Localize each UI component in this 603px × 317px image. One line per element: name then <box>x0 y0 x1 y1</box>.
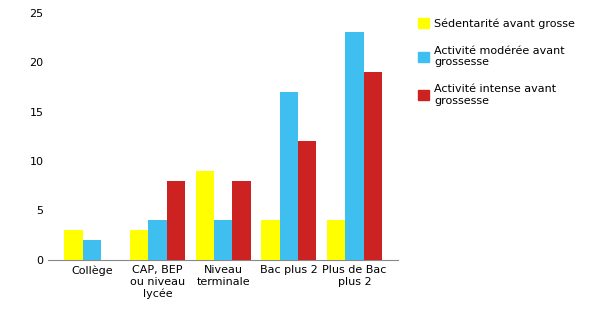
Bar <box>364 72 382 260</box>
Bar <box>298 141 317 260</box>
Bar <box>346 32 364 260</box>
Bar <box>166 181 185 260</box>
Bar <box>148 220 166 260</box>
Legend: Sédentarité avant grosse, Activité modérée avant
grossesse, Activité intense ava: Sédentarité avant grosse, Activité modér… <box>417 18 575 106</box>
Bar <box>83 240 101 260</box>
Bar <box>327 220 346 260</box>
Bar <box>195 171 214 260</box>
Bar <box>261 220 280 260</box>
Bar <box>130 230 148 260</box>
Bar <box>214 220 232 260</box>
Bar <box>64 230 83 260</box>
Bar <box>280 92 298 260</box>
Bar <box>232 181 251 260</box>
